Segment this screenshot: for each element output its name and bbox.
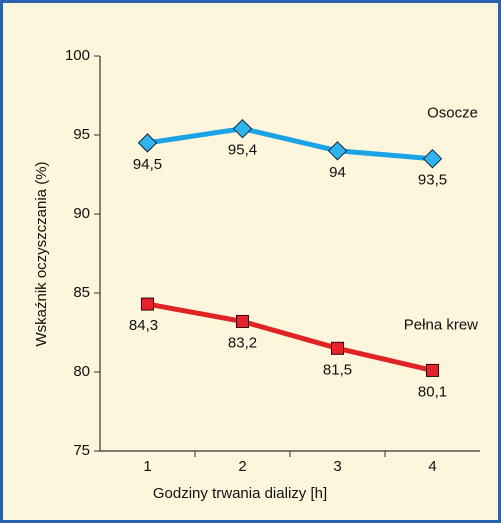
- series-line: [147, 301, 434, 373]
- y-axis-label: Wskaźnik oczyszczania (%): [33, 161, 50, 346]
- marker: [141, 297, 154, 311]
- marker: [422, 148, 443, 169]
- marker: [232, 118, 253, 139]
- y-tick-label: 100: [65, 47, 90, 64]
- data-label: 95,4: [228, 142, 257, 159]
- y-tick-label: 75: [73, 442, 90, 459]
- x-tick-label: 3: [333, 458, 341, 475]
- data-label: 94,5: [133, 156, 162, 173]
- x-tick-label: 1: [143, 458, 151, 475]
- data-label: 93,5: [418, 172, 447, 189]
- series-label: Pełna krew: [404, 316, 478, 333]
- marker: [137, 133, 158, 153]
- x-tick-label: 2: [238, 458, 246, 475]
- marker: [327, 141, 348, 161]
- marker: [331, 341, 344, 355]
- series-label: Osocze: [427, 105, 478, 122]
- data-label: 84,3: [129, 317, 158, 334]
- series-line: [147, 126, 433, 162]
- x-tick-label: 4: [428, 458, 436, 475]
- x-axis-label: Godziny trwania dializy [h]: [153, 485, 327, 502]
- data-label: 80,1: [418, 383, 447, 400]
- y-tick-label: 85: [73, 284, 90, 301]
- marker: [426, 363, 439, 377]
- y-tick-label: 95: [73, 126, 90, 143]
- marker: [236, 314, 249, 328]
- y-tick-label: 80: [73, 363, 90, 380]
- y-tick-label: 90: [73, 205, 90, 222]
- data-label: 83,2: [228, 334, 257, 351]
- data-label: 94: [329, 164, 346, 181]
- data-label: 81,5: [323, 361, 352, 378]
